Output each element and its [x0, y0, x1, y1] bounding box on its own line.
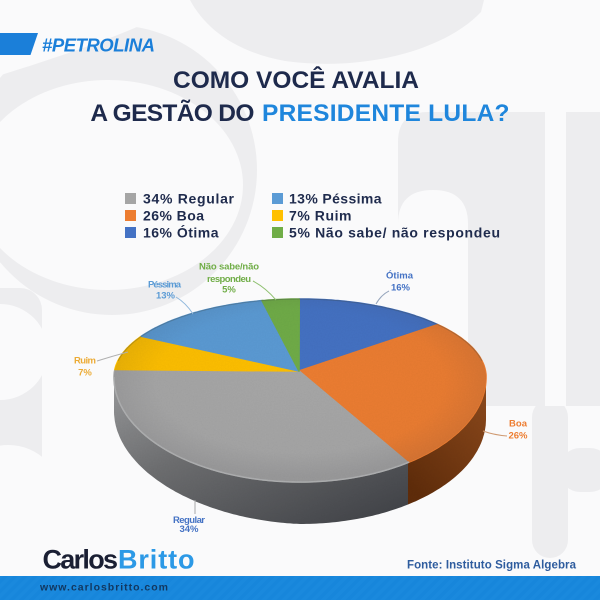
svg-text:Ótima: Ótima: [386, 270, 414, 282]
svg-text:26%: 26%: [508, 431, 528, 442]
svg-text:7% Ruim: 7% Ruim: [289, 208, 352, 224]
svg-text:#PETROLINA: #PETROLINA: [42, 35, 155, 56]
svg-text:respondeu: respondeu: [207, 274, 251, 285]
svg-text:PRESIDENTE LULA?: PRESIDENTE LULA?: [262, 100, 510, 127]
svg-text:Boa: Boa: [509, 419, 528, 430]
svg-text:www.carlosbritto.com: www.carlosbritto.com: [39, 582, 168, 594]
svg-text:Ruim: Ruim: [74, 356, 96, 367]
svg-text:Péssima: Péssima: [148, 280, 182, 291]
svg-text:13%: 13%: [156, 291, 176, 302]
svg-text:Carlos: Carlos: [43, 545, 119, 575]
svg-text:Não sabe/não: Não sabe/não: [199, 262, 259, 273]
svg-text:Fonte: Instituto Sigma Algebra: Fonte: Instituto Sigma Algebra: [407, 560, 577, 572]
svg-text:13% Péssima: 13% Péssima: [289, 191, 382, 207]
svg-text:34%: 34%: [179, 524, 199, 535]
svg-text:34% Regular: 34% Regular: [143, 191, 235, 207]
svg-text:A GESTÃO DO: A GESTÃO DO: [90, 99, 254, 127]
svg-text:7%: 7%: [78, 368, 92, 379]
svg-text:16%: 16%: [391, 283, 411, 294]
svg-text:26% Boa: 26% Boa: [143, 208, 204, 224]
svg-text:5%: 5%: [222, 285, 236, 296]
svg-text:Britto: Britto: [118, 545, 195, 575]
svg-text:5% Não sabe/ não respondeu: 5% Não sabe/ não respondeu: [289, 225, 500, 241]
svg-text:16% Ótima: 16% Ótima: [143, 224, 219, 241]
svg-text:COMO VOCÊ AVALIA: COMO VOCÊ AVALIA: [173, 66, 419, 94]
svg-text:Regular: Regular: [173, 515, 205, 526]
